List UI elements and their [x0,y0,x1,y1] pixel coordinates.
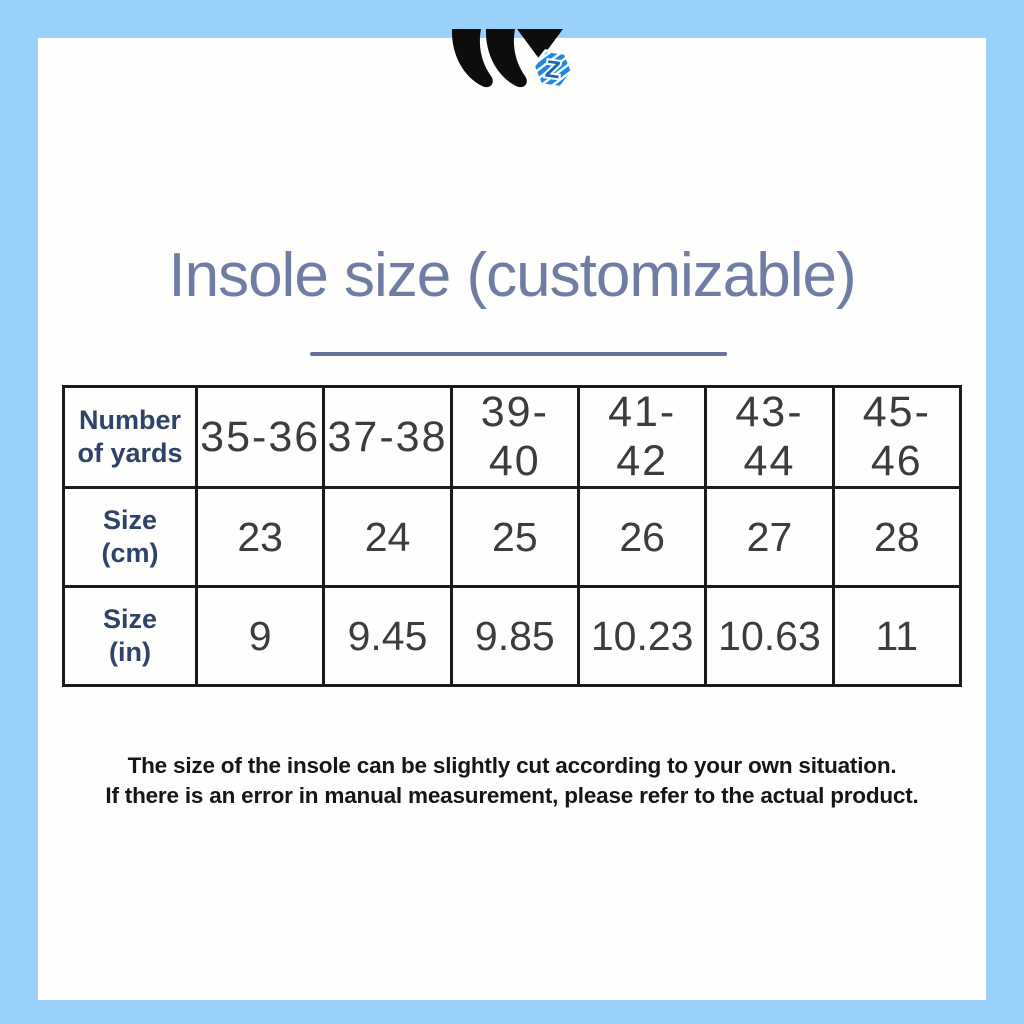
size-in-cell: 10.23 [576,585,708,687]
size-in-cell: 9 [194,585,326,687]
yards-cell: 35-36 [194,385,326,489]
logo-z-badge: Z [531,49,574,89]
header-line: of yards [77,438,183,468]
size-in-cell: 9.85 [449,585,580,687]
size-table: Number of yards 35-36 37-38 39- 40 41- 4… [62,385,963,687]
size-in-cell: 9.45 [322,585,453,687]
table-row-yards: Number of yards 35-36 37-38 39- 40 41- 4… [62,385,963,489]
size-cm-cell: 24 [322,486,453,588]
size-cm-cell: 28 [831,486,963,588]
table-row-size-cm: Size (cm) 23 24 25 26 27 28 [62,486,963,588]
size-cm-cell: 26 [576,486,708,588]
header-line: (cm) [101,538,159,568]
footer-line-1: The size of the insole can be slightly c… [127,753,897,778]
size-in-cell: 10.63 [704,585,835,687]
size-cm-cell: 23 [194,486,326,588]
size-cm-cell: 25 [449,486,580,588]
title-underline [310,352,727,356]
yards-cell: 39- 40 [449,385,580,489]
row-header-size-in: Size (in) [62,585,198,687]
header-line: (in) [109,637,151,667]
footer-line-2: If there is an error in manual measureme… [105,783,919,808]
page-title: Insole size (customizable) [168,241,856,310]
header-line: Size [102,505,158,536]
logo-z-letter: Z [544,56,562,85]
header-line: Size [102,604,158,635]
yards-cell: 41- 42 [576,385,708,489]
row-header-size-cm: Size (cm) [62,486,198,588]
size-cm-cell: 27 [704,486,835,588]
yards-cell: 45- 46 [831,385,963,489]
logo-w-mark [451,29,563,88]
footer-note: The size of the insole can be slightly c… [0,751,1024,811]
yards-cell: 37-38 [322,385,453,489]
size-in-cell: 11 [831,585,963,687]
yards-cell: 43- 44 [704,385,835,489]
row-header-number-of-yards: Number of yards [62,385,198,489]
brand-logo: Z [451,29,574,89]
table-row-size-in: Size (in) 9 9.45 9.85 10.23 10.63 11 [62,585,963,687]
header-line: Number [78,405,181,436]
